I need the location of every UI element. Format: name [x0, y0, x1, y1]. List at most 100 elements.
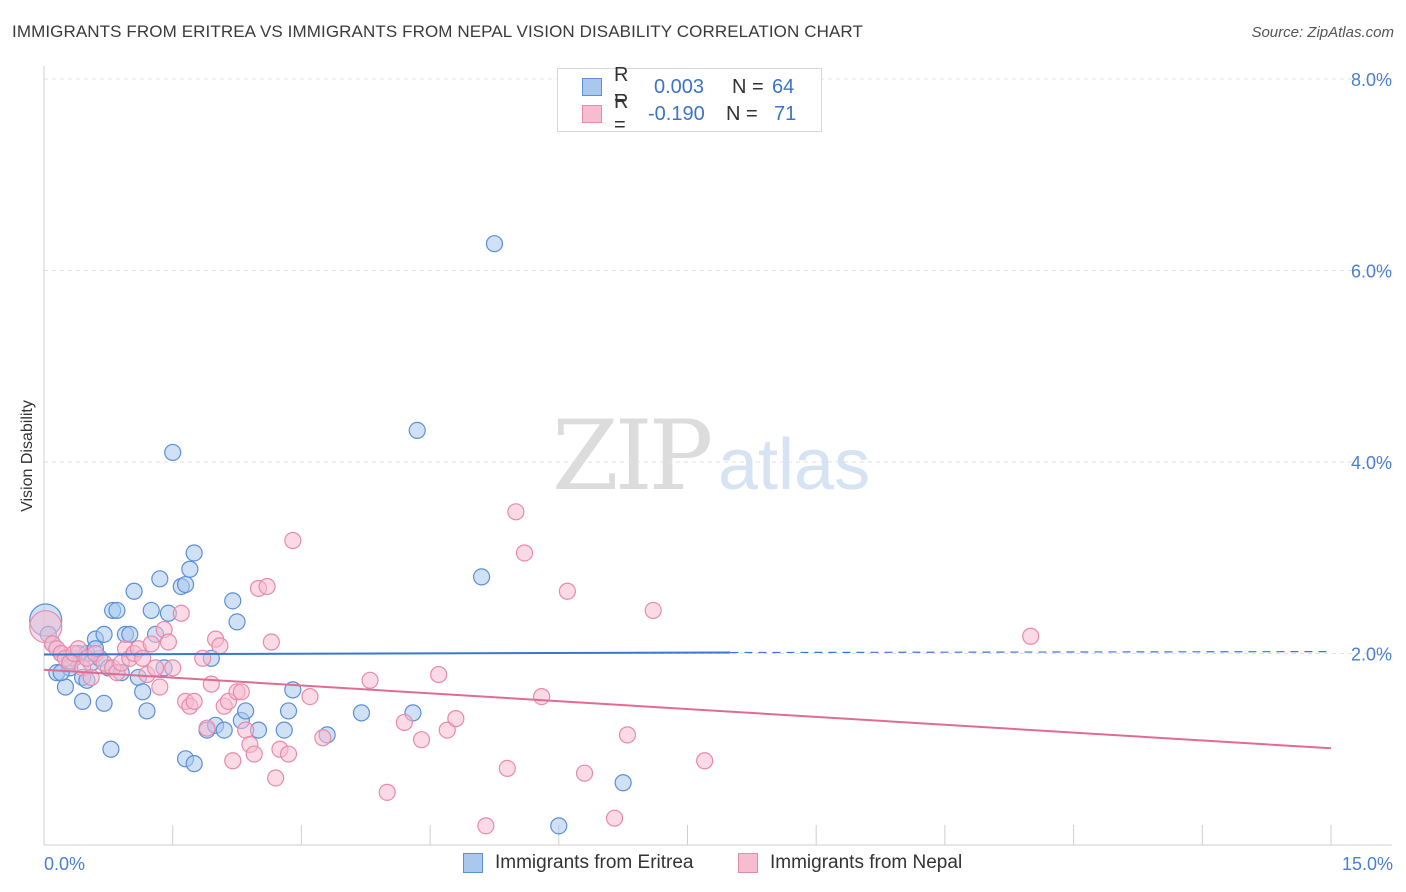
nepal-point — [185, 692, 203, 710]
nepal-point — [172, 604, 190, 622]
eritrea-point — [108, 601, 126, 620]
legend-row-nepal: R = -0.190 N = 71 — [582, 91, 797, 136]
eritrea-point — [550, 817, 568, 835]
y-tick-label: 6.0% — [1351, 262, 1392, 282]
nepal-point — [146, 659, 165, 677]
legend-row-eritrea: R = 0.003 N = 64 — [582, 64, 795, 109]
nepal-point — [447, 710, 465, 728]
eritrea-point — [121, 625, 139, 643]
x-tick-label: 0.0% — [44, 854, 85, 874]
eritrea-point — [138, 702, 156, 720]
nepal-point — [237, 721, 255, 739]
nepal-trend-line — [43, 668, 1332, 750]
eritrea-point — [224, 592, 242, 610]
x-tick-label: 15.0% — [1342, 854, 1393, 874]
legend-n-label: N = — [732, 75, 764, 98]
trend-lines — [43, 650, 1332, 750]
eritrea-point — [228, 613, 246, 631]
nepal-point — [232, 683, 250, 701]
eritrea-point — [185, 544, 203, 562]
series-legend: Immigrants from Eritrea Immigrants from … — [0, 852, 1406, 878]
nepal-point — [412, 731, 431, 749]
legend-r-label: R = — [614, 64, 629, 109]
nepal-point — [284, 531, 302, 550]
eritrea-point — [408, 421, 426, 440]
eritrea-trend-line — [43, 651, 731, 656]
source-label: Source: ZipAtlas.com — [1251, 24, 1394, 41]
eritrea-point — [275, 721, 293, 739]
nepal-point — [696, 752, 714, 770]
watermark-atlas: atlas — [718, 425, 871, 505]
eritrea-points — [29, 235, 632, 835]
legend-n-value: 64 — [772, 75, 795, 98]
nepal-point — [151, 678, 169, 696]
eritrea-point — [181, 560, 199, 578]
legend-r-value: -0.190 — [648, 102, 705, 125]
eritrea-point — [472, 568, 491, 586]
legend-swatch-eritrea — [463, 853, 483, 873]
nepal-point — [1022, 627, 1040, 645]
nepal-point — [558, 582, 576, 600]
nepal-point — [198, 719, 216, 737]
legend-swatch-nepal — [582, 105, 602, 123]
nepal-point — [498, 759, 516, 778]
eritrea-point — [485, 235, 504, 253]
eritrea-point — [164, 443, 182, 462]
eritrea-point — [142, 601, 160, 620]
nepal-point — [211, 637, 229, 655]
watermark-zip: ZIP — [552, 400, 713, 512]
eritrea-point — [185, 755, 203, 773]
nepal-point — [438, 721, 456, 739]
nepal-point — [361, 671, 379, 689]
chart-title: IMMIGRANTS FROM ERITREA VS IMMIGRANTS FR… — [12, 22, 863, 41]
legend-label-eritrea: Immigrants from Eritrea — [495, 852, 694, 873]
nepal-point — [618, 726, 637, 744]
nepal-point — [159, 633, 178, 651]
nepal-point — [378, 783, 396, 801]
eritrea-point — [279, 702, 298, 720]
legend-r-value: 0.003 — [654, 75, 705, 98]
y-tick-label: 4.0% — [1351, 453, 1392, 473]
nepal-point — [507, 503, 525, 521]
nepal-point — [164, 659, 182, 677]
legend-r-label: R = — [614, 91, 629, 136]
nepal-point — [262, 633, 280, 651]
eritrea-point — [56, 678, 75, 696]
correlation-legend: R = 0.003 N = 64 R = -0.190 N = 71 — [557, 64, 822, 136]
nepal-point — [644, 601, 662, 620]
legend-item-eritrea: Immigrants from Eritrea — [463, 852, 693, 874]
y-tick-label: 8.0% — [1351, 70, 1392, 90]
eritrea-point — [237, 702, 255, 720]
eritrea-point — [151, 570, 169, 588]
legend-item-nepal: Immigrants from Nepal — [738, 852, 962, 874]
legend-swatch-nepal — [738, 853, 758, 873]
legend-label-nepal: Immigrants from Nepal — [770, 852, 963, 873]
nepal-point — [395, 713, 413, 732]
grid-lines — [44, 78, 1392, 654]
nepal-point — [477, 817, 495, 835]
nepal-point — [314, 729, 332, 747]
eritrea-point — [74, 692, 92, 710]
nepal-point — [202, 675, 220, 693]
eritrea-point — [102, 740, 120, 758]
nepal-point — [515, 544, 534, 562]
eritrea-point — [352, 704, 371, 722]
eritrea-point — [95, 694, 113, 712]
eritrea-point — [134, 683, 152, 701]
eritrea-point — [215, 721, 233, 739]
nepal-points — [29, 503, 1040, 835]
nepal-point — [279, 745, 298, 763]
legend-n-value: 71 — [774, 102, 797, 125]
nepal-point — [267, 769, 285, 787]
nepal-point — [605, 809, 624, 827]
legend-n-label: N = — [726, 102, 758, 125]
eritrea-point — [176, 575, 195, 594]
eritrea-trend-extension — [730, 650, 1332, 654]
nepal-point — [533, 687, 551, 706]
nepal-point — [430, 665, 448, 684]
eritrea-point — [95, 625, 113, 643]
nepal-point — [194, 649, 212, 667]
legend-swatch-eritrea — [582, 78, 602, 96]
nepal-point — [575, 764, 594, 782]
